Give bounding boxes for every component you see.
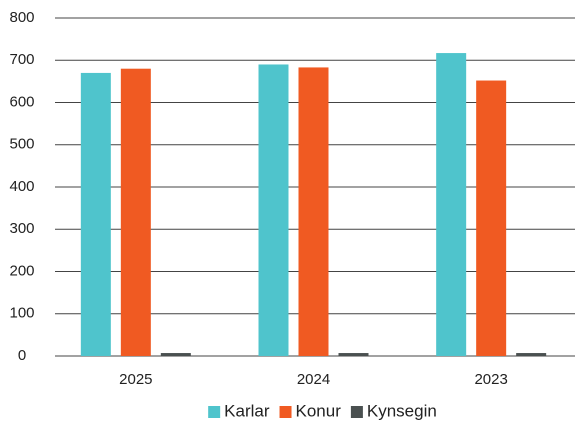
bar (476, 80, 507, 356)
bar (120, 68, 151, 356)
bar (258, 64, 289, 356)
bar (516, 353, 547, 356)
legend-swatch (208, 406, 221, 418)
legend-label: Konur (296, 401, 342, 420)
y-tick-label: 600 (9, 93, 34, 110)
legend-label: Karlar (224, 401, 270, 420)
legend-label: Kynsegin (367, 401, 437, 420)
bar (436, 53, 467, 356)
y-tick-label: 0 (18, 347, 26, 364)
y-tick-label: 800 (9, 9, 34, 26)
bar (160, 353, 191, 356)
y-tick-label: 400 (9, 178, 34, 195)
legend-swatch (279, 406, 292, 418)
y-tick-label: 100 (9, 305, 34, 322)
y-tick-label: 300 (9, 220, 34, 237)
y-tick-label: 200 (9, 262, 34, 279)
x-tick-label: 2024 (297, 371, 330, 388)
bar (338, 353, 369, 356)
x-tick-label: 2025 (119, 371, 152, 388)
y-tick-label: 700 (9, 51, 34, 68)
x-tick-label: 2023 (474, 371, 507, 388)
bar (298, 67, 329, 357)
bar (80, 72, 111, 357)
legend-swatch (350, 406, 363, 418)
y-tick-label: 500 (9, 136, 34, 153)
